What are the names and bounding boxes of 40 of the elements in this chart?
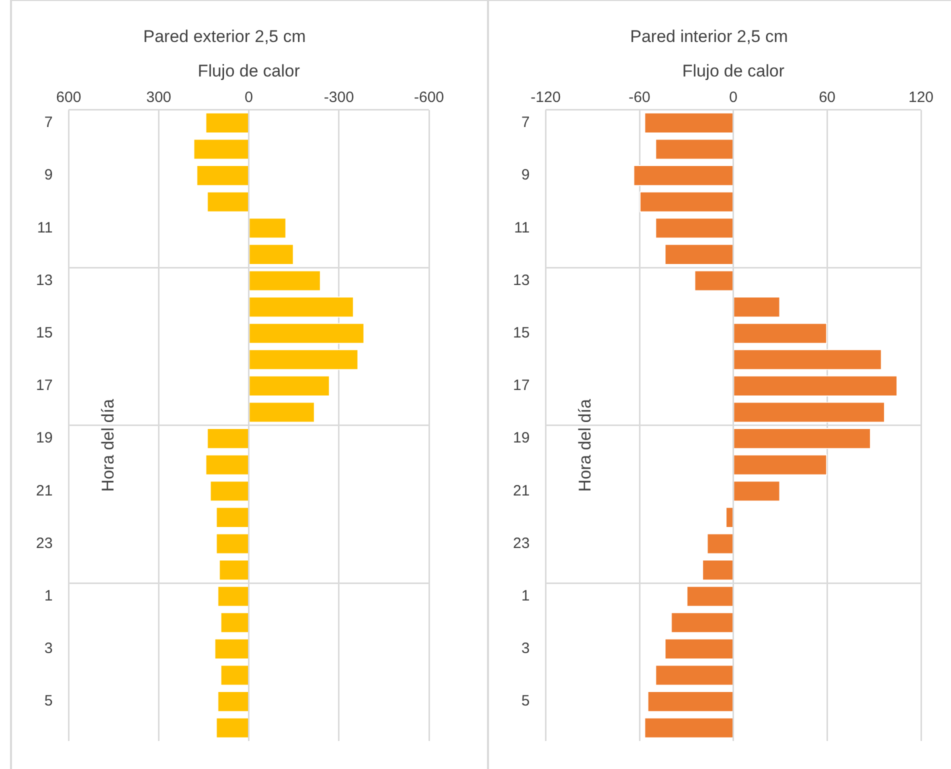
y-tick-label: 7 <box>521 114 530 132</box>
y-tick-label: 7 <box>44 114 53 132</box>
y-tick-label: 9 <box>44 166 53 184</box>
y-tick-label: 15 <box>36 324 53 342</box>
y-tick-label: 23 <box>512 534 530 552</box>
y-tick-label: 19 <box>36 430 53 447</box>
y-tick-label: 17 <box>36 377 53 394</box>
x-tick-label: 300 <box>146 88 172 106</box>
y-tick-label: 21 <box>36 482 53 500</box>
y-tick-label: 13 <box>36 272 53 289</box>
x-tick-label: 60 <box>818 88 836 106</box>
y-tick-label: 15 <box>512 324 530 342</box>
y-axis-title: Hora del día <box>98 398 118 492</box>
y-tick-label: 1 <box>44 587 53 604</box>
y-tick-label: 11 <box>37 219 53 236</box>
x-tick-label: -120 <box>530 88 561 106</box>
y-tick-label: 5 <box>521 692 530 710</box>
x-tick-label: 0 <box>244 88 254 106</box>
y-tick-label: 23 <box>36 534 53 552</box>
x-tick-label: -60 <box>628 88 650 106</box>
x-tick-label: 0 <box>729 88 738 106</box>
x-axis-title: Flujo de calor <box>198 61 300 80</box>
y-tick-label: 5 <box>44 692 53 710</box>
x-axis-title: Flujo de calor <box>682 61 785 80</box>
y-tick-label: 11 <box>514 219 530 236</box>
y-tick-label: 9 <box>521 166 530 184</box>
y-tick-label: 19 <box>512 430 530 447</box>
chart-title: Pared exterior 2,5 cm <box>143 26 306 46</box>
y-tick-label: 13 <box>512 272 530 289</box>
x-tick-label: -300 <box>324 88 354 106</box>
chart-title: Pared interior 2,5 cm <box>630 26 788 46</box>
y-tick-label: 17 <box>512 377 530 394</box>
x-tick-label: 120 <box>908 88 934 106</box>
y-axis-title: Hora del día <box>575 398 594 492</box>
y-tick-label: 3 <box>44 640 53 658</box>
y-tick-label: 21 <box>512 482 530 500</box>
x-tick-label: 600 <box>56 88 82 106</box>
x-tick-label: -600 <box>414 88 444 106</box>
y-tick-label: 1 <box>521 587 530 604</box>
y-tick-label: 3 <box>521 640 530 658</box>
